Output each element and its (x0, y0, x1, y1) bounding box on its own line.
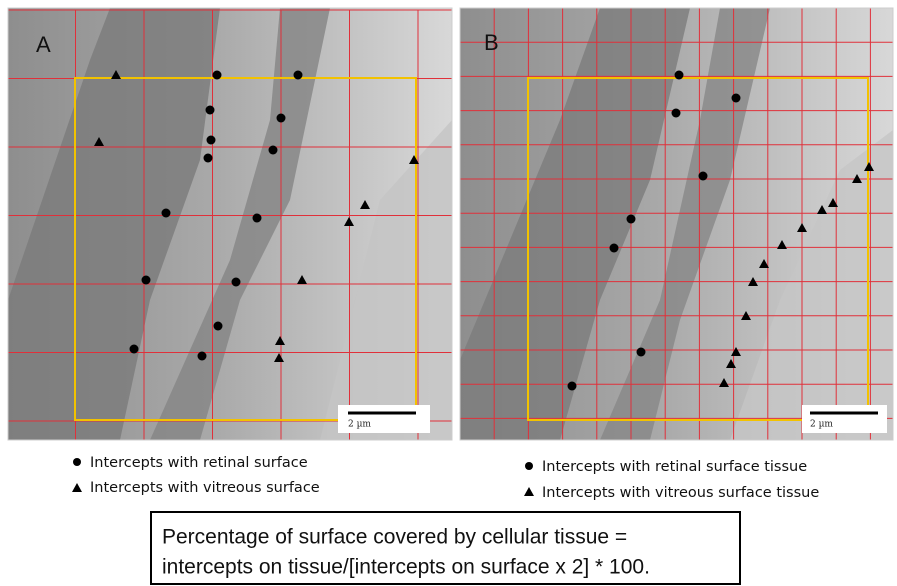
intercept-circle (206, 106, 215, 115)
scale-bar-label: 2 µm (810, 420, 833, 430)
intercept-circle (232, 278, 241, 287)
legend-triangle (72, 483, 82, 492)
intercept-circle (253, 214, 262, 223)
intercept-circle (162, 209, 171, 218)
legend-circle (525, 462, 533, 470)
intercept-circle (213, 71, 222, 80)
intercept-circle (269, 146, 278, 155)
legend-text: Intercepts with vitreous surface tissue (542, 485, 819, 501)
scale-bar-label: 2 µm (348, 420, 371, 430)
legend-text: Intercepts with retinal surface tissue (542, 459, 807, 475)
intercept-circle (610, 244, 619, 253)
intercept-circle (204, 154, 213, 163)
intercept-circle (142, 276, 151, 285)
intercept-circle (672, 109, 681, 118)
panel-label: A (36, 32, 51, 57)
caption-line: Percentage of surface covered by cellula… (162, 526, 627, 549)
intercept-circle (214, 322, 223, 331)
intercept-circle (675, 71, 684, 80)
intercept-circle (627, 215, 636, 224)
intercept-circle (568, 382, 577, 391)
intercept-circle (207, 136, 216, 145)
intercept-circle (637, 348, 646, 357)
intercept-circle (294, 71, 303, 80)
legend-text: Intercepts with vitreous surface (90, 480, 320, 496)
panel-label: B (484, 30, 499, 55)
intercept-circle (732, 94, 741, 103)
legend-circle (73, 458, 81, 466)
caption-line: intercepts on tissue/[intercepts on surf… (162, 556, 650, 579)
legend-triangle (524, 487, 534, 496)
legend-text: Intercepts with retinal surface (90, 455, 308, 471)
intercept-circle (277, 114, 286, 123)
figure: A B 2 µm 2 µm Intercepts with retinal su… (0, 0, 897, 586)
intercept-circle (699, 172, 708, 181)
intercept-circle (198, 352, 207, 361)
intercept-circle (130, 345, 139, 354)
micrograph-a (7, 8, 452, 440)
